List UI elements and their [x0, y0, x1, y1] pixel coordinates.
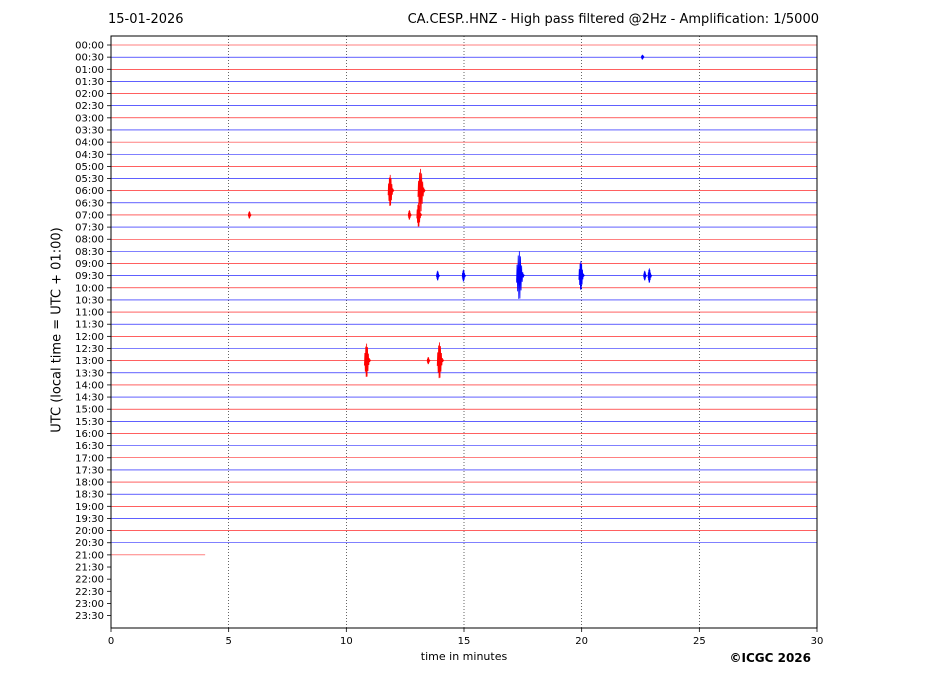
y-tick-label: 14:00 — [75, 380, 104, 391]
trace-layer — [111, 44, 817, 556]
event-mark — [387, 174, 395, 206]
event-mark — [247, 211, 252, 219]
event-layer — [247, 54, 653, 379]
y-tick-label: 08:30 — [75, 247, 104, 258]
y-tick-label: 23:30 — [75, 611, 104, 622]
y-tick-label: 00:00 — [75, 41, 104, 52]
event-mark — [643, 270, 648, 281]
x-tick-label: 15 — [458, 636, 471, 647]
y-tick-label: 02:00 — [75, 89, 104, 100]
copyright-label: ©ICGC 2026 — [729, 651, 811, 665]
y-tick-label: 07:30 — [75, 223, 104, 234]
y-tick-label: 15:00 — [75, 405, 104, 416]
y-tick-label: 12:30 — [75, 344, 104, 355]
x-tick-label: 20 — [575, 636, 588, 647]
y-tick-label: 10:30 — [75, 295, 104, 306]
y-tick-label: 04:00 — [75, 138, 104, 149]
y-tick-label: 06:30 — [75, 198, 104, 209]
x-tick-label: 5 — [225, 636, 231, 647]
y-tick-label: 14:30 — [75, 393, 104, 404]
event-mark — [407, 210, 412, 220]
x-tick-label: 10 — [340, 636, 353, 647]
y-tick-label: 11:00 — [75, 308, 104, 319]
y-tick-label: 19:30 — [75, 514, 104, 525]
event-mark — [417, 168, 426, 212]
x-axis-label: time in minutes — [420, 650, 508, 663]
y-tick-label: 23:00 — [75, 599, 104, 610]
event-mark — [461, 269, 467, 282]
y-tick-label: 20:00 — [75, 526, 104, 537]
event-mark — [516, 251, 525, 299]
y-tick-label: 05:00 — [75, 162, 104, 173]
y-tick-label: 03:00 — [75, 113, 104, 124]
y-tick-label: 22:00 — [75, 575, 104, 586]
y-tick-label: 13:00 — [75, 356, 104, 367]
y-tick-label: 09:30 — [75, 271, 104, 282]
y-tick-label: 22:30 — [75, 587, 104, 598]
chart-title: CA.CESP..HNZ - High pass filtered @2Hz -… — [407, 12, 819, 27]
y-tick-label: 16:00 — [75, 429, 104, 440]
event-mark — [416, 202, 423, 227]
y-tick-label: 02:30 — [75, 101, 104, 112]
y-tick-label: 19:00 — [75, 502, 104, 513]
event-mark — [578, 261, 585, 290]
x-tick-label: 25 — [693, 636, 706, 647]
y-tick-label: 08:00 — [75, 235, 104, 246]
y-tick-label: 20:30 — [75, 538, 104, 549]
y-tick-label: 18:00 — [75, 478, 104, 489]
event-mark — [647, 268, 653, 283]
event-mark — [426, 356, 431, 365]
event-mark — [436, 342, 445, 379]
y-tick-label: 06:00 — [75, 186, 104, 197]
y-tick-label: 12:00 — [75, 332, 104, 343]
y-tick-label: 21:30 — [75, 563, 104, 574]
y-tick-label: 09:00 — [75, 259, 104, 270]
y-tick-label: 01:30 — [75, 77, 104, 88]
x-tick-label: 30 — [811, 636, 824, 647]
plot-frame — [110, 35, 818, 629]
y-tick-label: 10:00 — [75, 283, 104, 294]
event-mark — [436, 270, 440, 281]
event-mark — [364, 343, 371, 377]
y-tick-label: 07:00 — [75, 210, 104, 221]
y-tick-label: 15:30 — [75, 417, 104, 428]
y-tick-label: 13:30 — [75, 368, 104, 379]
y-tick-label: 16:30 — [75, 441, 104, 452]
y-tick-layer: 00:0000:3001:0001:3002:0002:3003:0003:30… — [75, 41, 111, 622]
y-tick-label: 17:30 — [75, 465, 104, 476]
y-tick-label: 04:30 — [75, 150, 104, 161]
y-tick-label: 21:00 — [75, 550, 104, 561]
y-tick-label: 01:00 — [75, 65, 104, 76]
x-tick-layer: 0 5 10 15 20 25 30 — [108, 628, 824, 647]
y-tick-label: 11:30 — [75, 320, 104, 331]
y-tick-label: 18:30 — [75, 490, 104, 501]
date-label: 15-01-2026 — [108, 12, 184, 27]
x-tick-label: 0 — [108, 636, 114, 647]
y-tick-label: 05:30 — [75, 174, 104, 185]
event-mark — [640, 54, 645, 60]
grid-layer — [228, 36, 700, 628]
y-tick-label: 03:30 — [75, 125, 104, 136]
y-tick-label: 00:30 — [75, 53, 104, 64]
y-tick-label: 17:00 — [75, 453, 104, 464]
